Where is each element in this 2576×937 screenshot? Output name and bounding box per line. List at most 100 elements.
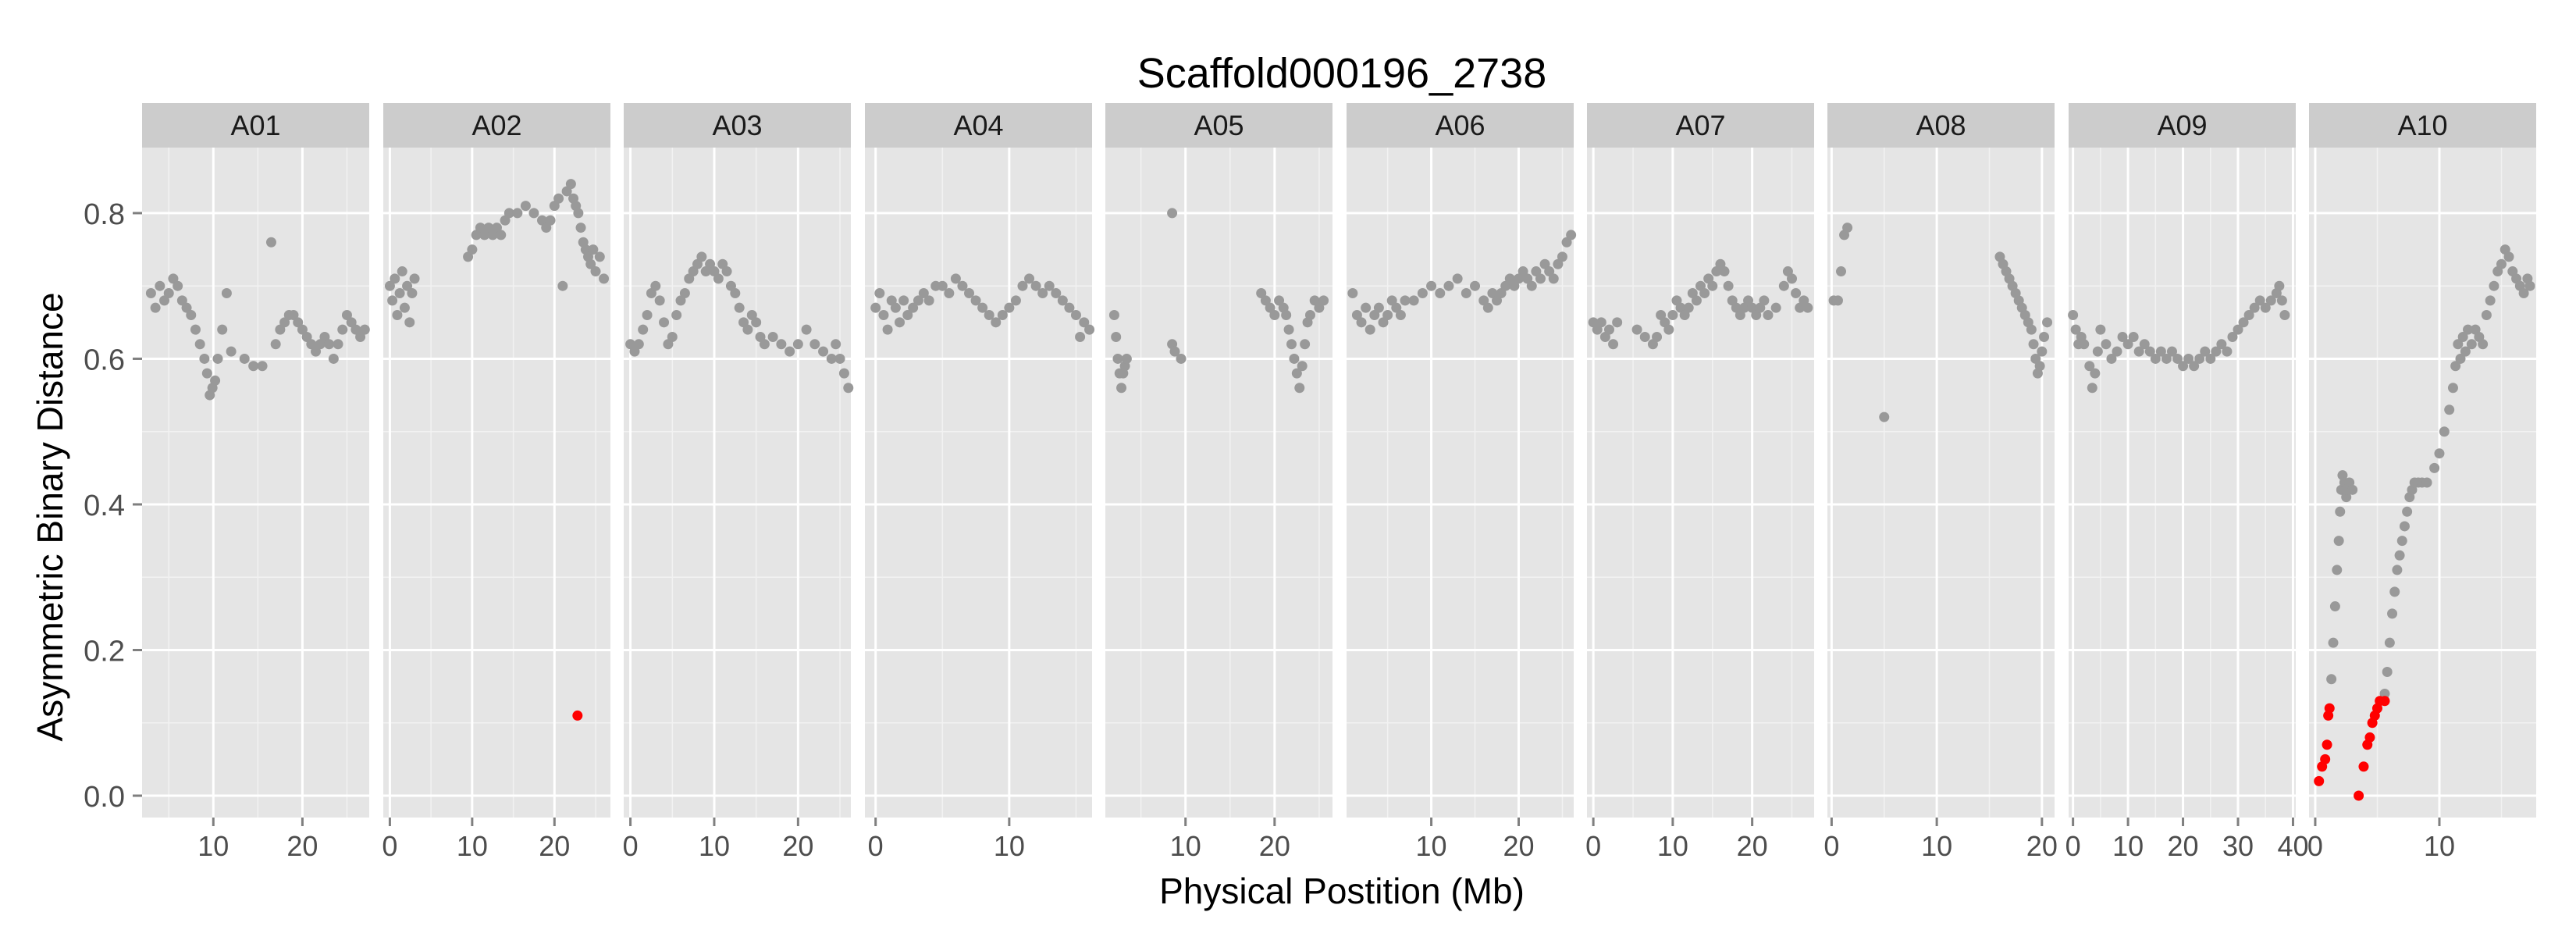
- x-tick-label: 10: [1657, 830, 1688, 862]
- data-point: [337, 324, 348, 335]
- data-point: [1517, 266, 1528, 277]
- data-point: [2249, 302, 2260, 313]
- data-point: [991, 317, 1002, 328]
- data-point: [1596, 317, 1606, 328]
- data-point: [792, 339, 803, 350]
- data-point: [1169, 346, 1180, 357]
- data-point: [1361, 302, 1372, 313]
- data-point: [2399, 521, 2410, 532]
- x-tick-label: 20: [1259, 830, 1290, 862]
- data-point: [2265, 295, 2276, 306]
- data-point: [181, 302, 192, 313]
- data-point: [1294, 383, 1305, 394]
- data-point: [696, 251, 707, 262]
- data-point: [155, 280, 165, 291]
- data-point: [553, 193, 564, 204]
- data-point: [751, 317, 762, 328]
- data-point: [2112, 346, 2122, 357]
- data-point: [355, 331, 366, 342]
- data-point: [248, 361, 259, 372]
- data-point: [2333, 536, 2344, 547]
- data-point: [2478, 339, 2489, 350]
- x-tick-label: 10: [1416, 830, 1447, 862]
- data-point: [221, 288, 232, 299]
- data-point: [742, 324, 753, 335]
- data-point: [1024, 273, 1035, 284]
- data-point: [1318, 295, 1329, 306]
- facet-strip: [2309, 103, 2536, 148]
- data-point: [2200, 346, 2211, 357]
- data-point: [2328, 637, 2339, 648]
- facet-strip: [1105, 103, 1332, 148]
- data-point: [1057, 295, 1068, 306]
- data-point: [843, 383, 854, 394]
- data-point: [2379, 688, 2390, 699]
- data-point: [2087, 383, 2097, 394]
- data-point: [826, 353, 837, 364]
- data-point: [785, 346, 795, 357]
- x-tick-label: 0: [868, 830, 884, 862]
- x-tick-label: 20: [1737, 830, 1768, 862]
- data-point: [1535, 273, 1546, 284]
- data-point: [654, 295, 665, 306]
- highlight-point: [2364, 732, 2375, 743]
- data-point: [1382, 310, 1393, 320]
- data-point: [1603, 324, 1614, 335]
- data-point: [557, 280, 568, 291]
- facet-a09: A09 0 10 20 30 40: [2065, 103, 2309, 862]
- data-point: [1286, 339, 1297, 350]
- data-point: [1691, 295, 1702, 306]
- panel-background: [1347, 148, 1574, 818]
- data-point: [1265, 302, 1276, 313]
- data-point: [1707, 280, 1718, 291]
- data-point: [2396, 536, 2407, 547]
- highlight-point: [2314, 775, 2325, 786]
- data-point: [1652, 331, 1663, 342]
- data-point: [1364, 324, 1375, 335]
- data-point: [1663, 324, 1674, 335]
- data-point: [163, 288, 174, 299]
- data-point: [394, 288, 405, 299]
- data-point: [2092, 346, 2103, 357]
- data-point: [496, 230, 507, 240]
- data-point: [2079, 339, 2090, 350]
- data-point: [2189, 361, 2200, 372]
- chart-title: Scaffold000196_2738: [1137, 50, 1547, 97]
- data-point: [409, 273, 420, 284]
- facet-strip: [1827, 103, 2055, 148]
- data-point: [324, 339, 335, 350]
- x-tick-label: 20: [286, 830, 318, 862]
- facet-a05: A05 10 20: [1105, 103, 1332, 862]
- data-point: [585, 258, 596, 269]
- data-point: [210, 375, 221, 386]
- data-point: [870, 302, 881, 313]
- data-point: [293, 317, 304, 328]
- data-point: [1557, 251, 1567, 262]
- data-point: [679, 288, 690, 299]
- panel-background: [383, 148, 610, 818]
- data-point: [2274, 280, 2285, 291]
- data-point: [384, 280, 395, 291]
- facet-strip: [865, 103, 1092, 148]
- data-point: [1544, 266, 1555, 277]
- data-point: [642, 310, 653, 320]
- data-point: [667, 331, 678, 342]
- data-point: [882, 324, 893, 335]
- x-tick-label: 30: [2222, 830, 2254, 862]
- data-point: [1051, 288, 1062, 299]
- x-tick-label: 20: [2168, 830, 2199, 862]
- data-point: [1274, 295, 1285, 306]
- facet-strip-label: A10: [2397, 109, 2447, 141]
- data-point: [1487, 288, 1498, 299]
- data-point: [834, 353, 845, 364]
- facet-a04: A04 0 10: [865, 103, 1095, 862]
- facet-strip: [2069, 103, 2296, 148]
- data-point: [1452, 273, 1463, 284]
- facet-strip-label: A01: [230, 109, 280, 141]
- y-tick-label: 0.4: [84, 490, 125, 522]
- data-point: [217, 324, 228, 335]
- data-point: [1300, 339, 1311, 350]
- data-point: [1612, 317, 1623, 328]
- data-point: [1435, 288, 1446, 299]
